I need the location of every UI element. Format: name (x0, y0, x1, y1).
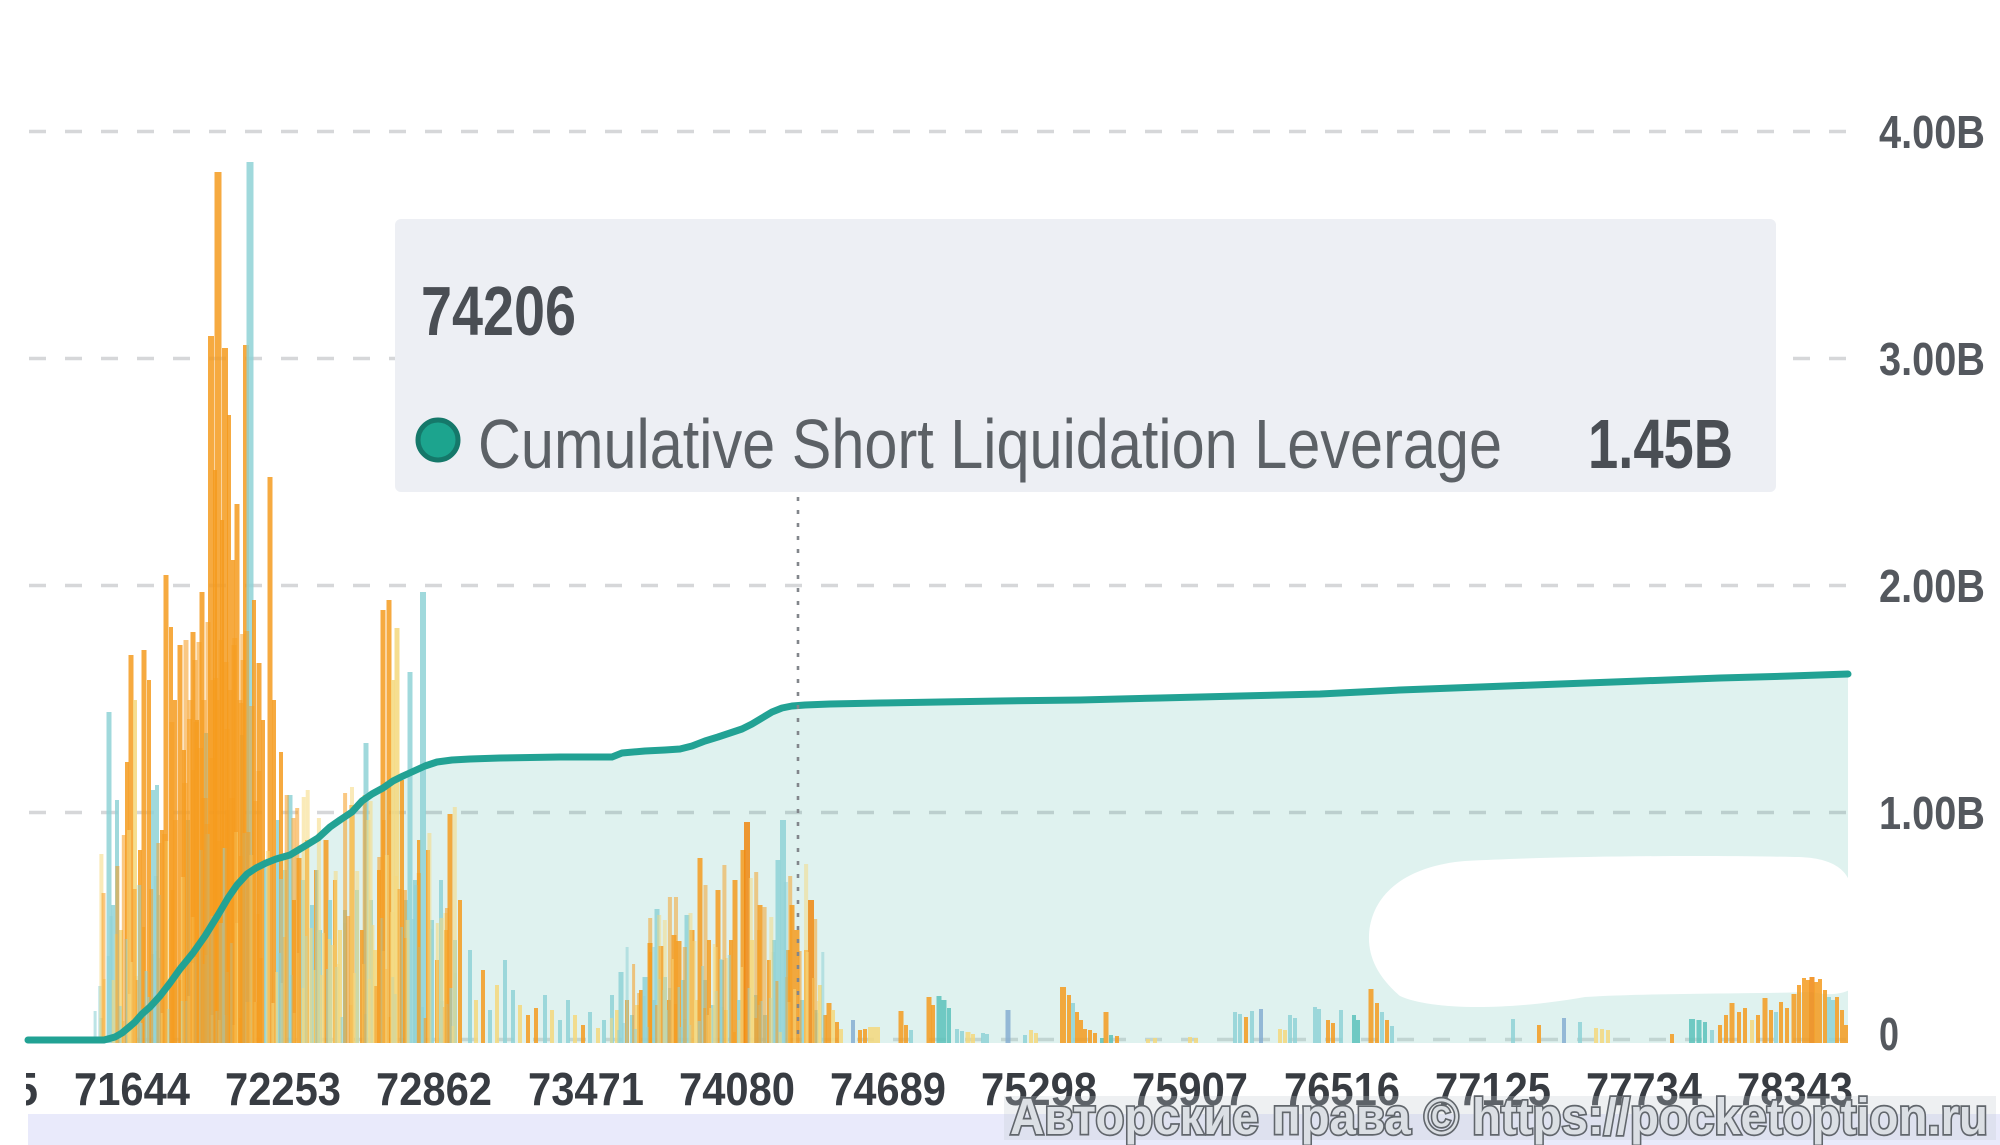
svg-text:1.45B: 1.45B (1588, 405, 1733, 483)
svg-text:77125: 77125 (1435, 1063, 1551, 1115)
svg-text:74206: 74206 (421, 272, 576, 350)
svg-text:75907: 75907 (1132, 1063, 1248, 1115)
svg-text:78343: 78343 (1737, 1063, 1853, 1115)
svg-text:0: 0 (1879, 1008, 1899, 1060)
svg-text:72253: 72253 (225, 1063, 341, 1115)
svg-text:71644: 71644 (74, 1063, 190, 1115)
svg-text:76516: 76516 (1284, 1063, 1400, 1115)
svg-text:3.00B: 3.00B (1879, 333, 1985, 385)
svg-text:74689: 74689 (830, 1063, 946, 1115)
svg-text:Авторские права © https://pock: Авторские права © https://pocketoption.r… (1010, 1088, 1988, 1145)
svg-text:77734: 77734 (1586, 1063, 1702, 1115)
svg-text:2.00B: 2.00B (1879, 560, 1985, 612)
svg-text:73471: 73471 (528, 1063, 644, 1115)
svg-text:Cumulative Short Liquidation L: Cumulative Short Liquidation Leverage (478, 405, 1502, 483)
svg-text:72862: 72862 (376, 1063, 492, 1115)
svg-text:1.00B: 1.00B (1879, 787, 1985, 839)
svg-text:4.00B: 4.00B (1879, 106, 1985, 158)
svg-text:75298: 75298 (981, 1063, 1097, 1115)
svg-text:74080: 74080 (679, 1063, 795, 1115)
